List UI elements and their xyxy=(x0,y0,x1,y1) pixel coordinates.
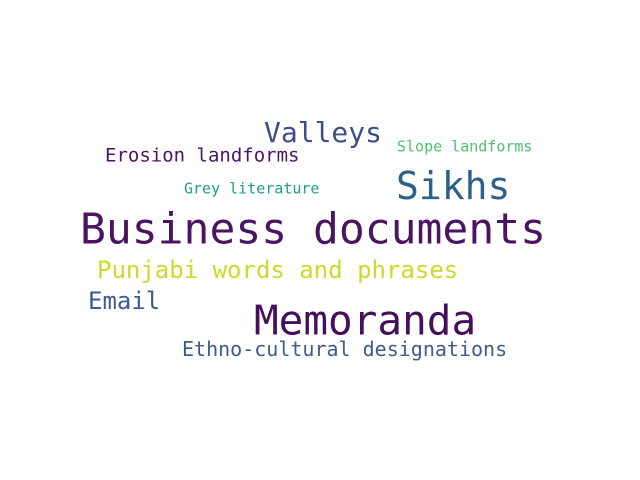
word-ethno-cultural-designations: Ethno-cultural designations xyxy=(182,337,508,361)
word-email: Email xyxy=(88,287,161,315)
word-memoranda: Memoranda xyxy=(254,296,477,345)
word-erosion-landforms: Erosion landforms xyxy=(105,144,300,167)
word-business-documents: Business documents xyxy=(80,204,546,255)
word-valleys: Valleys xyxy=(264,116,383,149)
word-sikhs: Sikhs xyxy=(396,164,511,208)
word-slope-landforms: Slope landforms xyxy=(397,137,533,156)
word-punjabi-words-and-phrases: Punjabi words and phrases xyxy=(97,256,459,284)
word-grey-literature: Grey literature xyxy=(184,179,320,198)
